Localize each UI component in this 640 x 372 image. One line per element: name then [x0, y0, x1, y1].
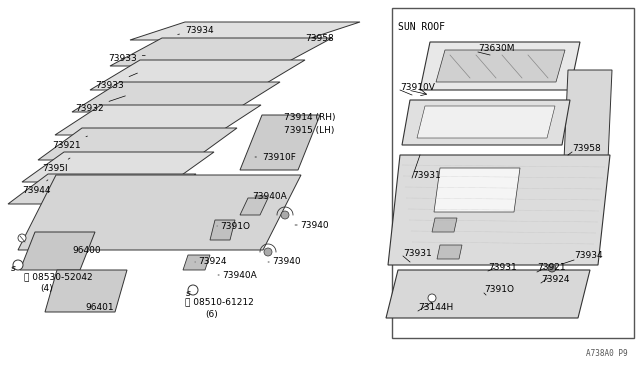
Text: Ⓢ 08530-52042: Ⓢ 08530-52042 [24, 273, 93, 282]
Polygon shape [72, 82, 280, 112]
Text: 7391O: 7391O [484, 285, 514, 295]
Circle shape [281, 211, 289, 219]
Text: 73924: 73924 [195, 257, 227, 266]
Text: 73940: 73940 [268, 257, 301, 266]
Circle shape [18, 234, 26, 242]
Text: 73934: 73934 [178, 26, 214, 35]
Circle shape [264, 248, 272, 256]
Text: 73940A: 73940A [218, 270, 257, 279]
Polygon shape [388, 155, 610, 265]
Text: S: S [10, 266, 15, 272]
Text: 73958: 73958 [572, 144, 601, 153]
Circle shape [548, 264, 556, 272]
Text: 96401: 96401 [85, 302, 114, 311]
Polygon shape [20, 232, 95, 270]
Polygon shape [110, 38, 332, 66]
Text: 73931: 73931 [403, 248, 432, 257]
Circle shape [188, 285, 198, 295]
Polygon shape [240, 115, 320, 170]
Polygon shape [8, 174, 196, 204]
Polygon shape [210, 220, 235, 240]
Text: 7395I: 7395I [42, 158, 70, 173]
Text: (4): (4) [40, 285, 52, 294]
Text: 73924: 73924 [541, 276, 570, 285]
Polygon shape [38, 128, 237, 160]
Text: 73915 (LH): 73915 (LH) [284, 125, 334, 135]
Text: A738A0 P9: A738A0 P9 [586, 349, 628, 358]
Text: 73958: 73958 [305, 33, 333, 42]
Text: 96400: 96400 [72, 246, 100, 254]
Polygon shape [55, 105, 261, 135]
Polygon shape [240, 198, 268, 215]
Text: 73940: 73940 [295, 221, 328, 230]
Text: 73630M: 73630M [478, 44, 515, 52]
Polygon shape [564, 70, 612, 160]
Polygon shape [402, 100, 570, 145]
Text: 7391O: 7391O [217, 221, 250, 231]
Polygon shape [420, 42, 580, 90]
Text: 73934: 73934 [574, 251, 603, 260]
Polygon shape [434, 168, 520, 212]
Polygon shape [18, 175, 301, 250]
Text: 73144H: 73144H [418, 304, 453, 312]
Polygon shape [130, 22, 360, 40]
Text: 73931: 73931 [412, 170, 441, 180]
Circle shape [13, 260, 23, 270]
Polygon shape [386, 270, 590, 318]
Text: 73932: 73932 [75, 96, 125, 112]
Text: 73921: 73921 [52, 136, 88, 150]
Polygon shape [436, 50, 565, 82]
Polygon shape [183, 255, 210, 270]
Text: 73940A: 73940A [252, 192, 287, 201]
Text: S: S [186, 291, 191, 297]
Text: 73910F: 73910F [255, 153, 296, 161]
Text: 73931: 73931 [488, 263, 516, 273]
Text: 73933: 73933 [95, 73, 138, 90]
Polygon shape [417, 106, 555, 138]
Polygon shape [90, 60, 305, 90]
Polygon shape [432, 218, 457, 232]
Polygon shape [437, 245, 462, 259]
Polygon shape [45, 270, 127, 312]
Bar [392, 8, 634, 338]
Text: (6): (6) [205, 310, 218, 318]
Text: 73944: 73944 [22, 180, 51, 195]
Text: 73921: 73921 [537, 263, 566, 273]
Text: Ⓢ 08510-61212: Ⓢ 08510-61212 [185, 298, 253, 307]
Text: SUN ROOF: SUN ROOF [398, 22, 445, 32]
Polygon shape [22, 152, 214, 182]
Text: 73914 (RH): 73914 (RH) [284, 112, 335, 122]
Circle shape [428, 294, 436, 302]
Text: 73910V: 73910V [400, 83, 435, 92]
Text: 73933: 73933 [108, 54, 145, 62]
